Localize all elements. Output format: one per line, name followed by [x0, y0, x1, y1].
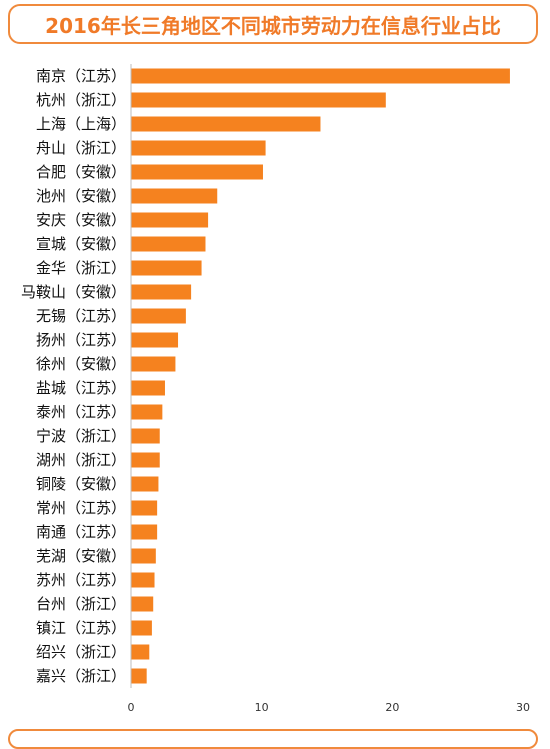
bar: [131, 404, 163, 420]
bar: [131, 644, 150, 660]
bar: [131, 524, 158, 540]
category-label: 湖州（浙江）: [36, 451, 126, 469]
category-label: 南通（江苏）: [36, 523, 126, 541]
bar: [131, 332, 179, 348]
bar: [131, 548, 156, 564]
category-label: 常州（江苏）: [36, 499, 126, 517]
bar: [131, 668, 147, 684]
category-label: 嘉兴（浙江）: [36, 667, 126, 685]
bar: [131, 116, 321, 132]
bar: [131, 236, 206, 252]
category-label: 盐城（江苏）: [36, 379, 126, 397]
bar: [131, 476, 159, 492]
category-label: 宣城（安徽）: [36, 235, 126, 253]
category-label: 杭州（浙江）: [36, 91, 126, 109]
category-label: 金华（浙江）: [36, 259, 126, 277]
x-tick-label: 20: [385, 701, 399, 714]
category-label: 台州（浙江）: [36, 595, 126, 613]
bar: [131, 596, 154, 612]
bottom-panel-edge: [8, 729, 538, 749]
category-label: 苏州（江苏）: [36, 571, 126, 589]
category-label: 芜湖（安徽）: [36, 547, 126, 565]
bar: [131, 188, 218, 204]
category-label: 池州（安徽）: [36, 187, 126, 205]
category-label: 上海（上海）: [36, 115, 126, 133]
bar: [131, 356, 176, 372]
bar: [131, 500, 158, 516]
category-label: 舟山（浙江）: [36, 139, 126, 157]
x-tick-label: 0: [128, 701, 135, 714]
category-label: 合肥（安徽）: [36, 163, 126, 181]
bar: [131, 428, 160, 444]
bar: [131, 308, 186, 324]
x-tick-label: 10: [255, 701, 269, 714]
bar: [131, 452, 160, 468]
bar: [131, 572, 155, 588]
category-label: 宁波（浙江）: [36, 427, 126, 445]
category-label: 徐州（安徽）: [36, 355, 126, 373]
category-label: 泰州（江苏）: [36, 403, 126, 421]
bar: [131, 260, 202, 276]
bar: [131, 212, 209, 228]
bar: [131, 68, 510, 84]
category-label: 扬州（江苏）: [36, 331, 126, 349]
bar: [131, 620, 152, 636]
category-label: 铜陵（安徽）: [36, 475, 126, 493]
bar: [131, 380, 165, 396]
chart-title: 2016年长三角地区不同城市劳动力在信息行业占比: [45, 13, 501, 38]
bar: [131, 140, 266, 156]
category-label: 南京（江苏）: [36, 67, 126, 85]
category-label: 无锡（江苏）: [36, 307, 126, 325]
bar: [131, 92, 386, 108]
x-tick-label: 30: [516, 701, 530, 714]
category-label: 安庆（安徽）: [36, 211, 126, 229]
bar: [131, 284, 192, 300]
bar: [131, 164, 263, 180]
category-label: 绍兴（浙江）: [36, 643, 126, 661]
category-label: 马鞍山（安徽）: [21, 283, 126, 301]
chart-title-box: 2016年长三角地区不同城市劳动力在信息行业占比: [8, 4, 538, 44]
category-label: 镇江（江苏）: [36, 619, 126, 637]
